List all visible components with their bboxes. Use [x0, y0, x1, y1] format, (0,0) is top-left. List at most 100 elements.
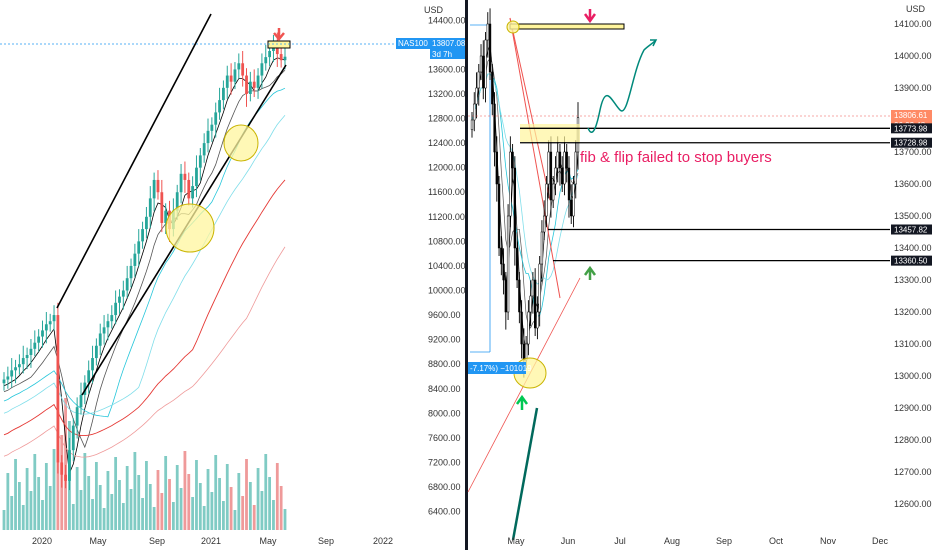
candle-body: [563, 151, 566, 185]
price-axis[interactable]: 12600.00 12700.00 12800.00 12900.00 13000.00…: [894, 19, 932, 509]
candle-body: [133, 253, 137, 266]
candle-body: [554, 167, 557, 185]
volume-bars: [2, 398, 287, 530]
candle-body: [179, 173, 183, 193]
volume-bar: [41, 500, 44, 530]
candle-body: [511, 151, 514, 169]
volume-bar: [33, 454, 37, 530]
volume-bar: [160, 493, 164, 530]
candle-body: [106, 321, 110, 328]
candle-body: [506, 215, 510, 313]
last-price-tag: [430, 38, 466, 49]
level-lines: [520, 127, 890, 262]
volume-bar: [268, 477, 272, 530]
price-tick-label: 11200.00: [428, 212, 465, 222]
volume-bar: [229, 487, 233, 530]
volume-bar: [137, 475, 141, 530]
price-tick-label: 6400.00: [428, 507, 461, 517]
candle-body: [488, 23, 492, 73]
supply-zone: [520, 124, 580, 142]
price-tick-label: 10000.00: [428, 285, 466, 295]
price-tick-label: 14000.00: [894, 51, 932, 61]
candle-body: [252, 81, 256, 88]
volume-bar: [87, 476, 91, 530]
volume-bar: [222, 501, 225, 530]
candle-body: [56, 315, 60, 463]
candle-body: [572, 183, 575, 217]
time-axis[interactable]: May Jun Jul Aug Sep Oct Nov Dec: [507, 536, 888, 546]
level-price-tags: 13773.98 13728.98 13457.82 13360.50: [891, 123, 932, 266]
candle-body: [145, 216, 148, 230]
candle-body: [60, 462, 64, 475]
volume-bar: [164, 456, 168, 530]
pane-divider[interactable]: [465, 0, 468, 550]
candle-body: [520, 311, 523, 345]
time-tick-label: Nov: [820, 536, 837, 546]
candle-body: [248, 81, 252, 94]
moving-average-line: [3, 57, 286, 475]
volume-bar: [179, 488, 183, 530]
price-tick-label: 12000.00: [428, 163, 466, 173]
candle-body: [540, 231, 544, 265]
volume-bar: [195, 460, 198, 530]
price-tick-label: 7600.00: [428, 433, 461, 443]
volume-bar: [102, 508, 106, 530]
countdown-tag: [430, 49, 466, 59]
time-tick-label: 2020: [32, 536, 52, 546]
candle-body: [556, 151, 559, 169]
volume-bar: [21, 505, 25, 530]
volume-bar: [114, 457, 118, 530]
candle-body: [486, 23, 489, 41]
volume-bar: [233, 510, 237, 530]
volume-bar: [260, 491, 264, 530]
volume-bar: [279, 486, 283, 530]
time-tick-label: Oct: [769, 536, 784, 546]
candle-body: [87, 370, 91, 383]
volume-bar: [83, 453, 87, 530]
candle-body: [283, 56, 287, 61]
support-touch-circle: [223, 124, 259, 162]
daily-chart-pane[interactable]: -7.17%) −101019 fib & flip failed to sto…: [467, 8, 890, 541]
candle-body: [268, 50, 272, 58]
volume-bar: [106, 471, 110, 530]
candle-body: [529, 295, 532, 313]
price-tick-label: 6800.00: [428, 482, 461, 492]
projection-path: [587, 39, 657, 133]
volume-bar: [272, 500, 275, 530]
volume-bar: [183, 451, 187, 530]
upper-channel-line[interactable]: [56, 13, 212, 309]
weekly-chart-pane[interactable]: [0, 13, 410, 530]
level-tag-text: 13773.98: [894, 124, 928, 133]
moving-average-line: [471, 73, 579, 318]
candle-body: [574, 151, 577, 185]
price-tick-label: 13600.00: [894, 179, 932, 189]
candle-body: [264, 57, 268, 64]
volume-bar: [71, 504, 75, 530]
volume-bar: [245, 459, 248, 530]
moving-averages: [3, 57, 286, 475]
symbol-tag: [396, 38, 430, 49]
time-tick-label: 2022: [373, 536, 393, 546]
resistance-box: [509, 23, 625, 30]
time-axis[interactable]: 2020 May Sep 2021 May Sep 2022: [32, 536, 393, 546]
candle-body: [152, 179, 156, 199]
volume-bar: [64, 398, 67, 530]
arrow-up-icon: [583, 265, 597, 280]
price-axis[interactable]: 6400.00 6800.00 7200.00 7600.00 8000.00 8400.…: [428, 15, 466, 516]
volume-bar: [206, 469, 210, 530]
price-tick-label: 14100.00: [894, 19, 932, 29]
volume-bar: [91, 499, 94, 530]
price-tick-label: 9600.00: [428, 310, 461, 320]
volume-bar: [125, 466, 129, 530]
candle-body: [518, 279, 521, 313]
moving-averages: [471, 45, 579, 350]
last-price-tag: [891, 110, 932, 121]
last-price-text: 13807.08: [432, 39, 466, 48]
price-tick-label: 8800.00: [428, 359, 461, 369]
candle-body: [275, 44, 279, 55]
candle-body: [91, 358, 94, 371]
volume-bar: [141, 498, 144, 530]
volume-bar: [110, 494, 114, 530]
last-price-text: 13806.61: [894, 111, 928, 120]
candle-body: [260, 63, 264, 76]
